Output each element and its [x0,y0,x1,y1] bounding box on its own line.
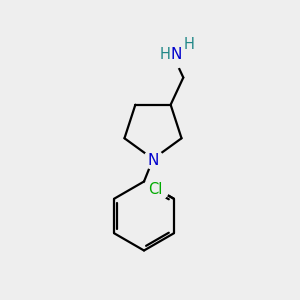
Text: N: N [147,153,159,168]
Text: H: H [160,47,170,62]
Text: H: H [183,38,194,52]
Text: Cl: Cl [148,182,163,197]
Text: N: N [170,47,182,62]
